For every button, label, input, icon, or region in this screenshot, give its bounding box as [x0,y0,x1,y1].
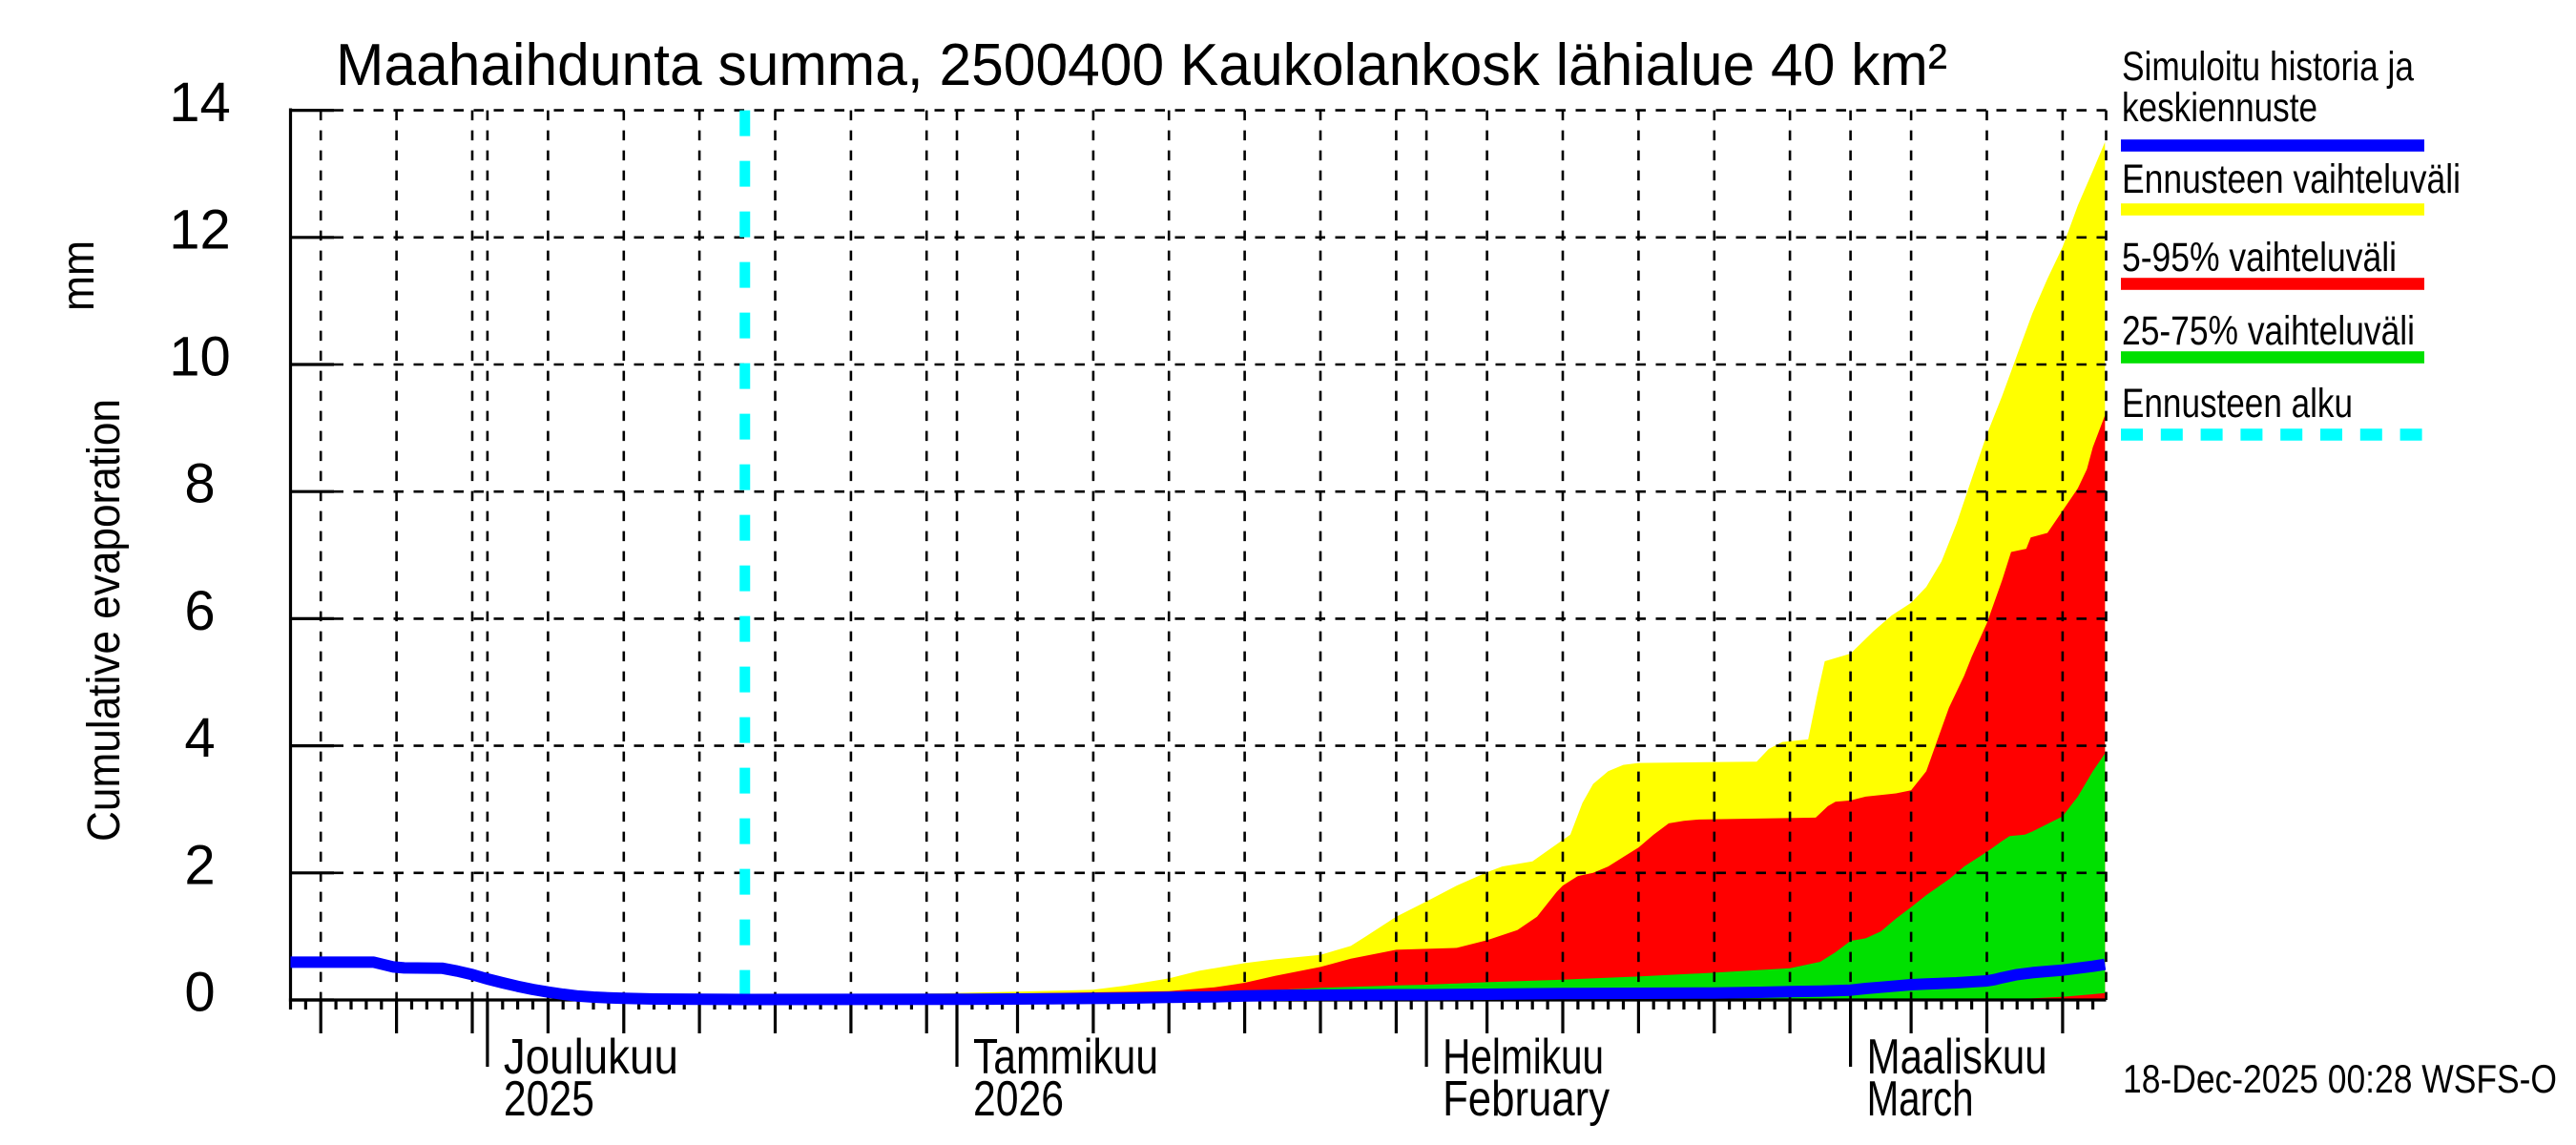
svg-text:2: 2 [184,834,215,896]
svg-text:Maaliskuu: Maaliskuu [1867,1030,2047,1085]
svg-text:Simuloitu historia ja: Simuloitu historia ja [2122,44,2414,90]
svg-text:Helmikuu: Helmikuu [1443,1030,1604,1085]
svg-text:Maahaihdunta summa, 2500400 Ka: Maahaihdunta summa, 2500400 Kaukolankosk… [336,32,1947,98]
svg-text:12: 12 [169,198,231,260]
svg-text:8: 8 [184,453,215,515]
svg-text:mm: mm [53,240,104,311]
svg-text:6: 6 [184,580,215,642]
svg-text:Joulukuu: Joulukuu [504,1030,678,1085]
svg-text:February: February [1443,1072,1610,1127]
svg-text:March: March [1867,1072,1974,1127]
svg-text:10: 10 [169,326,231,388]
svg-text:2026: 2026 [973,1072,1064,1127]
svg-text:keskiennuste: keskiennuste [2122,85,2317,131]
svg-text:Ennusteen vaihteluväli: Ennusteen vaihteluväli [2122,156,2461,202]
svg-text:5-95% vaihteluväli: 5-95% vaihteluväli [2122,235,2397,281]
svg-text:2025: 2025 [504,1072,594,1127]
svg-text:Cumulative evaporation: Cumulative evaporation [79,399,130,842]
svg-text:25-75% vaihteluväli: 25-75% vaihteluväli [2122,308,2415,354]
svg-text:Tammikuu: Tammikuu [973,1030,1158,1085]
svg-text:0: 0 [184,962,215,1024]
svg-text:14: 14 [169,72,231,134]
svg-text:18-Dec-2025 00:28 WSFS-O: 18-Dec-2025 00:28 WSFS-O [2123,1056,2557,1101]
svg-text:4: 4 [184,707,215,769]
svg-text:Ennusteen alku: Ennusteen alku [2122,381,2353,427]
